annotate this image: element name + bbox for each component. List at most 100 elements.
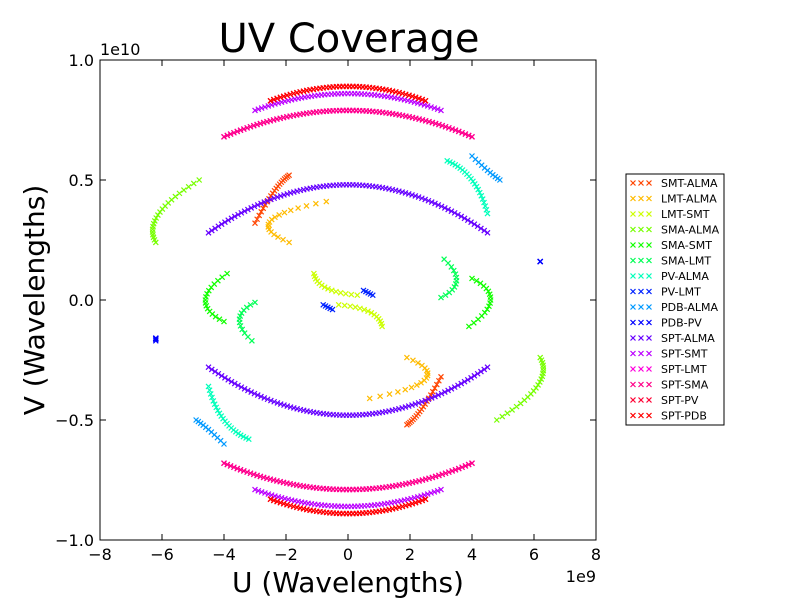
legend-marker	[630, 195, 636, 202]
legend-marker	[646, 381, 652, 388]
y-tick-label: −0.5	[55, 411, 94, 430]
data-point	[254, 472, 260, 479]
x-tick-label: 0	[343, 545, 353, 564]
data-point	[481, 199, 487, 206]
data-point	[471, 372, 478, 379]
series-sma-alma	[149, 177, 547, 423]
data-point	[153, 215, 160, 221]
data-point	[432, 393, 438, 400]
data-point	[438, 203, 445, 210]
data-point	[275, 234, 281, 241]
data-point	[435, 392, 442, 399]
data-point	[277, 94, 284, 101]
data-point	[274, 95, 281, 102]
legend-item: LMT-ALMA	[630, 193, 717, 206]
data-point	[275, 100, 282, 106]
legend-marker	[638, 381, 644, 388]
data-point	[230, 129, 237, 136]
legend-marker	[646, 211, 652, 217]
data-point	[432, 120, 439, 127]
data-point	[208, 227, 215, 234]
data-point	[418, 101, 424, 107]
data-point	[484, 364, 491, 371]
data-point	[431, 105, 438, 112]
data-point	[347, 303, 354, 310]
legend-label: SPT-ALMA	[661, 332, 715, 345]
x-tick-label: 6	[529, 545, 539, 564]
data-point	[196, 177, 203, 183]
data-point	[239, 326, 246, 333]
data-point	[418, 493, 424, 499]
data-point	[256, 212, 263, 219]
data-point	[312, 200, 319, 207]
legend-item: LMT-SMT	[630, 208, 710, 221]
y-tick-label: 1.0	[69, 51, 94, 70]
data-point	[258, 488, 265, 495]
legend-marker	[646, 319, 652, 326]
legend-marker	[638, 242, 644, 248]
data-point	[386, 391, 393, 398]
data-point	[255, 106, 262, 113]
data-point	[262, 104, 268, 110]
data-point	[271, 195, 278, 202]
data-point	[442, 123, 449, 130]
series-pdb-pv	[152, 258, 544, 344]
data-point	[445, 387, 452, 394]
data-point	[258, 200, 264, 207]
y-tick-label: −1.0	[55, 531, 94, 550]
data-point	[478, 225, 484, 232]
legend-marker	[630, 257, 636, 264]
data-point	[441, 389, 448, 395]
data-point	[247, 470, 254, 477]
legend-marker	[630, 242, 636, 248]
data-point	[431, 488, 438, 495]
data-point	[276, 211, 283, 218]
series-spt-smt	[252, 90, 444, 510]
data-point	[429, 474, 436, 481]
data-point	[413, 382, 420, 389]
legend-label: SPT-PDB	[661, 410, 707, 423]
legend-item: PDB-ALMA	[630, 301, 719, 314]
data-point	[471, 221, 478, 228]
series-spt-sma	[221, 107, 475, 493]
data-point	[235, 211, 241, 218]
legend-marker	[646, 412, 652, 419]
data-point	[448, 385, 455, 392]
data-point	[368, 309, 375, 316]
data-point	[215, 370, 222, 377]
data-point	[152, 335, 159, 342]
data-point	[209, 394, 215, 401]
data-point	[478, 368, 484, 375]
legend-marker	[646, 257, 652, 264]
data-point	[474, 370, 481, 377]
data-point	[221, 374, 228, 381]
data-point	[438, 294, 444, 301]
data-point	[284, 92, 290, 99]
data-point	[452, 466, 459, 473]
data-point	[513, 403, 520, 410]
data-point	[328, 287, 335, 294]
data-point	[481, 366, 488, 373]
data-point	[468, 219, 475, 226]
data-point	[469, 153, 475, 159]
data-point	[227, 463, 234, 469]
data-point	[410, 357, 416, 364]
data-point	[333, 288, 339, 295]
data-point	[280, 93, 287, 100]
data-point	[286, 239, 293, 246]
data-point	[234, 465, 241, 472]
data-point	[337, 289, 344, 296]
data-point	[436, 472, 442, 479]
data-point	[270, 497, 277, 504]
data-point	[261, 394, 268, 401]
data-point	[452, 127, 459, 134]
legend-marker	[646, 335, 652, 341]
data-point	[458, 213, 465, 220]
data-point	[218, 372, 225, 379]
data-point	[538, 376, 545, 383]
data-point	[268, 216, 275, 223]
data-point	[422, 196, 429, 203]
data-point	[436, 121, 442, 128]
legend-label: SPT-SMT	[661, 348, 708, 361]
data-point	[287, 207, 294, 214]
